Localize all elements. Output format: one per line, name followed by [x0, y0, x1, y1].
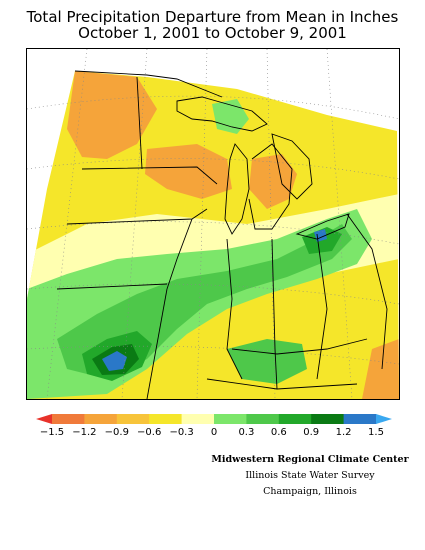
legend-tick-label: 0.9: [303, 427, 320, 438]
precipitation-contour-map: [27, 49, 399, 399]
legend-tick-label: −0.6: [137, 427, 162, 438]
credit-isws: Illinois State Water Survey: [245, 470, 375, 481]
legend-swatch: [214, 414, 247, 424]
contour-band-orange-mi: [249, 154, 297, 209]
legend-swatch: [343, 414, 377, 424]
map-title-line-2: October 1, 2001 to October 9, 2001: [78, 24, 347, 42]
legend-tick-label: −1.5: [39, 427, 65, 438]
legend-swatch: [116, 414, 150, 424]
state-boundaries: [56, 70, 388, 399]
legend-tick-label: −1.2: [72, 427, 97, 438]
legend-swatch: [84, 414, 118, 424]
contour-band-orange-west: [67, 71, 157, 159]
credit-location: Champaign, Illinois: [263, 486, 357, 497]
contour-band-orange-se: [362, 339, 399, 399]
legend-swatch: [52, 414, 85, 424]
color-scale-legend: [36, 414, 392, 424]
contour-band-blue: [102, 351, 127, 371]
legend-swatch: [278, 414, 312, 424]
credit-mrcc: Midwestern Regional Climate Center: [211, 454, 409, 465]
legend-swatch: [311, 414, 345, 424]
contour-band-orange-central: [145, 144, 232, 199]
legend-tick-label: 1.5: [368, 427, 384, 438]
legend-tick-label: −0.9: [104, 427, 129, 438]
legend-swatch: [246, 414, 280, 424]
legend-arrow-high: [376, 414, 392, 424]
legend-tick-label: −0.3: [169, 427, 194, 438]
legend-tick-label: 0.3: [238, 427, 255, 438]
legend-swatch: [149, 414, 183, 424]
legend-tick-label: 0: [210, 427, 218, 438]
legend-tick-label: 0.6: [270, 427, 287, 438]
map-title-line-1: Total Precipitation Departure from Mean …: [26, 8, 399, 26]
legend-swatch: [181, 414, 215, 424]
legend-arrow-low: [36, 414, 52, 424]
precipitation-map: [26, 48, 400, 400]
legend-tick-label: 1.2: [335, 427, 352, 438]
